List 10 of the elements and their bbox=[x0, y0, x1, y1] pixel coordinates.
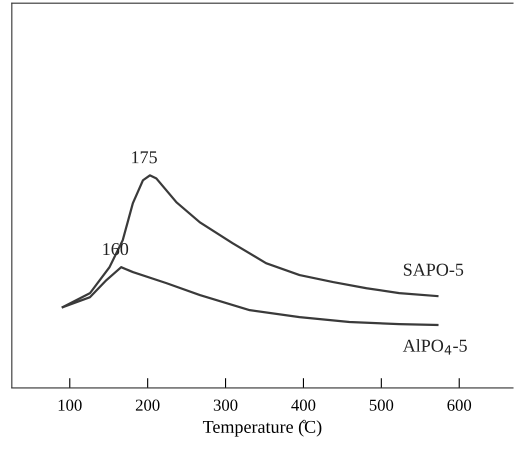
x-axis-title: Temperature (̊C) bbox=[202, 420, 322, 437]
series-label: AlPO$_{4}$-5 bbox=[402, 339, 467, 355]
x-tick-label: 600 bbox=[447, 400, 472, 411]
series-label: SAPO-5 bbox=[404, 264, 464, 276]
x-tick-label: 100 bbox=[58, 400, 82, 411]
x-tick-label: 500 bbox=[370, 400, 394, 411]
x-tick-label: 200 bbox=[136, 400, 160, 411]
x-tick-label: 400 bbox=[291, 400, 316, 411]
x-tick-label: 300 bbox=[214, 400, 238, 411]
annotation: 175 bbox=[132, 151, 157, 164]
